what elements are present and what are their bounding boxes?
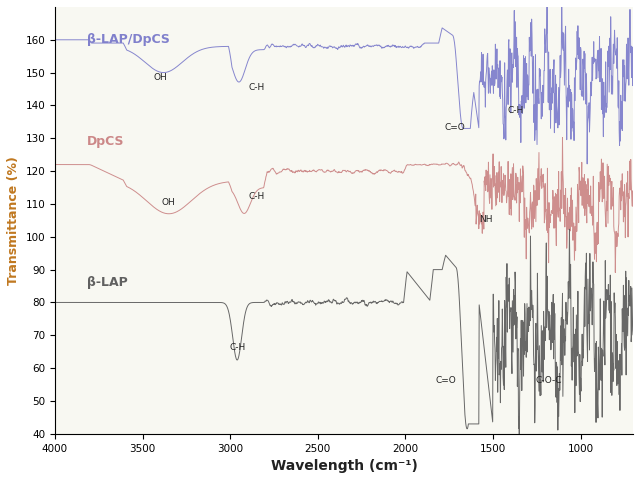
Text: C-O-C: C-O-C (536, 375, 562, 384)
Text: C-H: C-H (248, 84, 264, 92)
Text: OH: OH (162, 198, 176, 207)
X-axis label: Wavelength (cm⁻¹): Wavelength (cm⁻¹) (271, 459, 417, 473)
Text: C-H: C-H (248, 192, 264, 201)
Text: β-LAP: β-LAP (86, 276, 127, 289)
Text: NH: NH (479, 215, 493, 224)
Y-axis label: Transmittance (%): Transmittance (%) (7, 156, 20, 285)
Text: C=O: C=O (444, 123, 465, 132)
Text: OH: OH (153, 73, 167, 83)
Text: C-H: C-H (508, 106, 524, 115)
Text: C=O: C=O (435, 375, 456, 384)
Text: DpCS: DpCS (86, 135, 124, 148)
Text: C-H: C-H (229, 343, 245, 352)
Text: β-LAP/DpCS: β-LAP/DpCS (86, 33, 170, 46)
